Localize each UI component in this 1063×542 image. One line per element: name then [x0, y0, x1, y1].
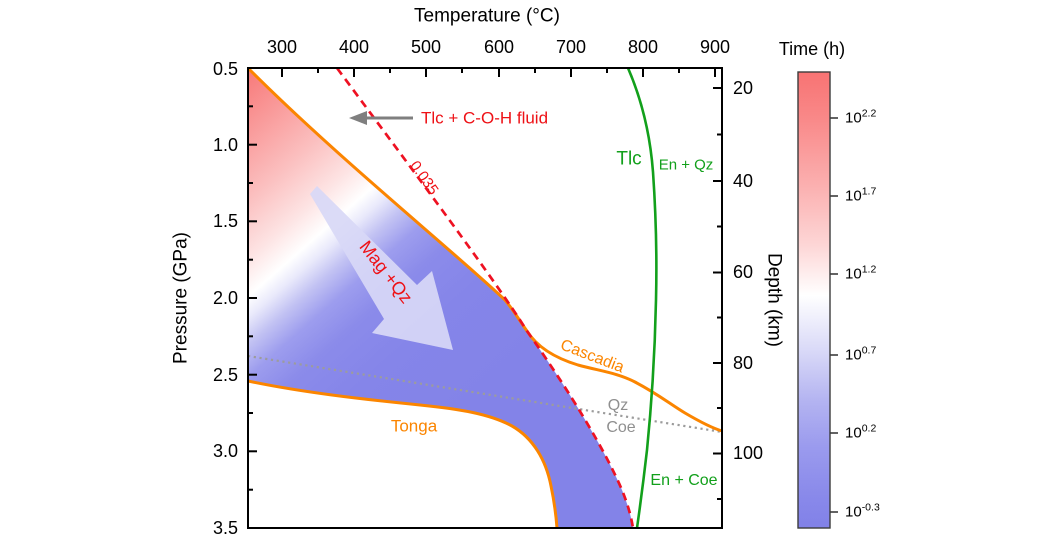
colorbar-tick-neg0-3: 10-0.3: [845, 501, 880, 521]
cb-exp: 0.7: [861, 344, 877, 357]
depth-tick-60: 60: [733, 262, 754, 282]
colorbar-tick-2-2: 102.2: [845, 107, 877, 127]
cb-base: 10: [845, 265, 862, 283]
en-coe-label: En + Coe: [650, 472, 718, 489]
cb-base: 10: [845, 503, 862, 521]
qz-label: Qz: [607, 397, 629, 414]
colorbar-tick-1-7: 101.7: [845, 185, 877, 205]
depth-tick-20: 20: [733, 78, 754, 98]
tlc-coh-fluid-label: Tlc + C-O-H fluid: [421, 108, 549, 128]
pressure-tick-2-5: 2.5: [212, 365, 238, 385]
depth-tick-100: 100: [733, 443, 764, 463]
cascadia-curve: [246, 66, 723, 433]
colorbar-title: Time (h): [778, 39, 846, 59]
pressure-tick-2-0: 2.0: [212, 288, 238, 308]
tlc-coh-fluid-dashed-line: [335, 67, 635, 529]
pressure-tick-1-0: 1.0: [212, 135, 238, 155]
fluid-label-arrow-head: [349, 111, 367, 125]
cb-base: 10: [845, 187, 862, 205]
depth-axis-ticks: [713, 87, 722, 500]
tlc-label: Tlc: [616, 148, 642, 170]
pressure-axis-title: Pressure (GPa): [170, 232, 192, 364]
temp-tick-400: 400: [338, 37, 370, 57]
pressure-tick-3-5: 3.5: [212, 518, 238, 538]
colorbar-tick-0-2: 100.2: [845, 422, 877, 442]
tonga-curve: [247, 379, 559, 529]
colorbar-tick-1-2: 101.2: [845, 263, 877, 283]
tonga-label: Tonga: [390, 416, 438, 436]
temperature-axis-ticks: [281, 68, 716, 77]
pressure-axis-ticks: [248, 67, 257, 529]
temperature-axis-title: Temperature (°C): [414, 5, 560, 27]
temp-tick-500: 500: [410, 37, 442, 57]
depth-axis-title: Depth (km): [763, 253, 785, 347]
cb-exp: -0.3: [861, 501, 880, 514]
cb-base: 10: [845, 109, 862, 127]
depth-tick-40: 40: [733, 171, 754, 191]
pressure-tick-3-0: 3.0: [212, 441, 238, 461]
pressure-tick-1-5: 1.5: [212, 211, 238, 231]
temp-tick-300: 300: [266, 37, 298, 57]
temp-tick-700: 700: [555, 37, 587, 57]
cb-exp: 1.2: [861, 263, 877, 276]
mag-qz-big-arrow: [310, 186, 453, 350]
talc-breakdown-curve: [626, 67, 658, 529]
pressure-tick-0-5: 0.5: [212, 59, 238, 79]
cb-base: 10: [845, 346, 862, 364]
temp-tick-900: 900: [699, 37, 731, 57]
colorbar-tick-0-7: 100.7: [845, 344, 877, 364]
temp-tick-800: 800: [627, 37, 659, 57]
en-qz-label: En + Qz: [658, 156, 714, 174]
time-colormap-band: [248, 68, 633, 528]
temp-tick-600: 600: [483, 37, 515, 57]
cb-exp: 1.7: [861, 185, 877, 198]
depth-tick-80: 80: [733, 353, 754, 373]
cb-base: 10: [845, 424, 862, 442]
coe-label: Coe: [606, 419, 636, 436]
colorbar-gradient: [797, 71, 831, 529]
colorbar-ticks: [830, 117, 838, 513]
cb-exp: 0.2: [861, 422, 877, 435]
cb-exp: 2.2: [861, 107, 877, 120]
